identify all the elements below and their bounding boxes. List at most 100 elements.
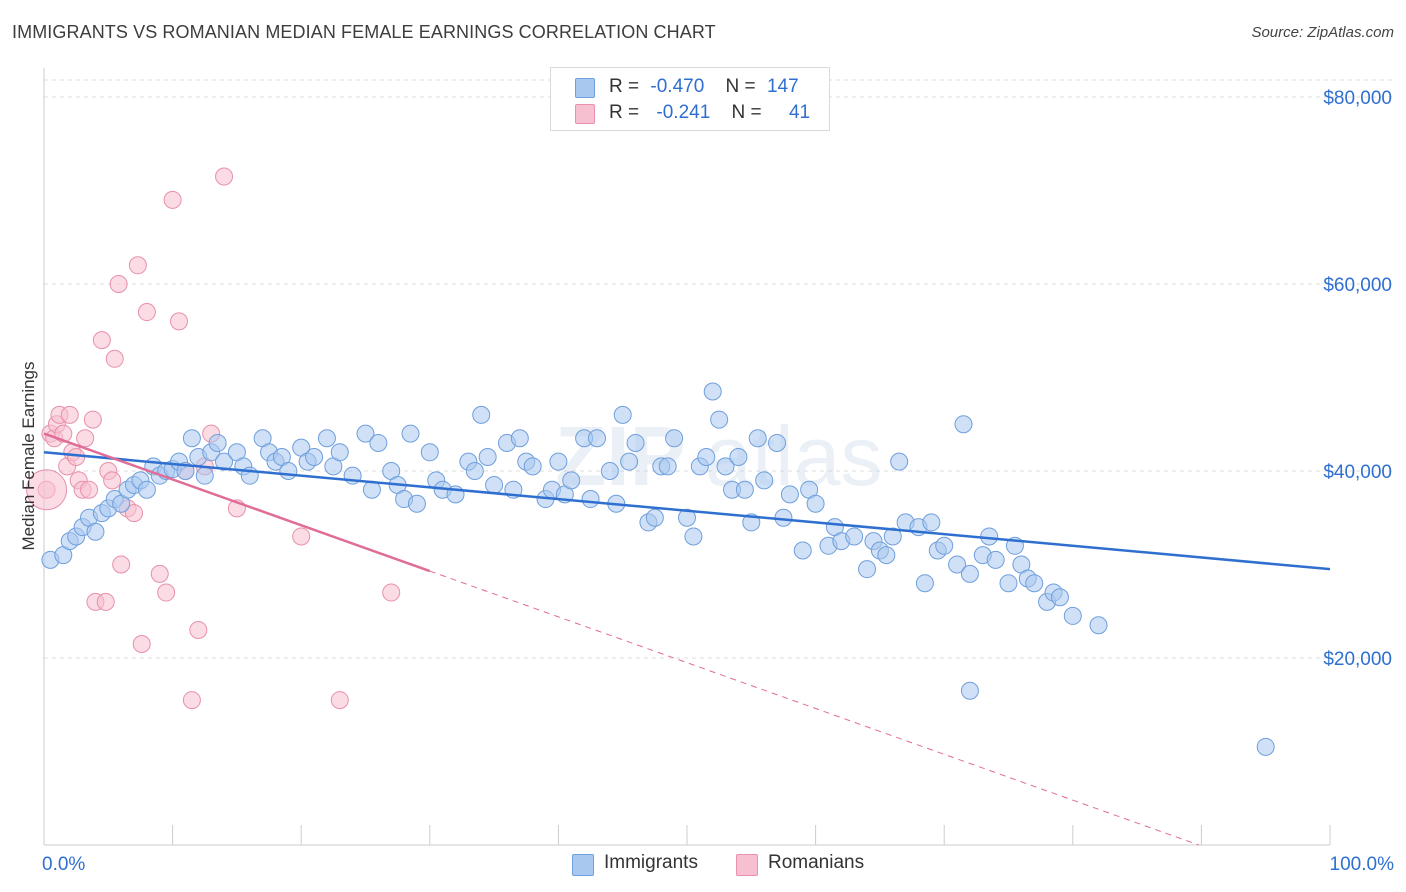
immigrants-point xyxy=(948,555,967,574)
immigrants-point xyxy=(665,429,684,448)
legend-text: R = -0.241 N = 41 xyxy=(609,102,810,124)
immigrants-point xyxy=(613,405,632,424)
romanians-point xyxy=(92,331,111,350)
immigrants-point xyxy=(330,443,349,462)
immigrants-point xyxy=(1089,616,1108,635)
romanians-point xyxy=(96,592,115,611)
romanians-point xyxy=(182,691,201,710)
immigrants-point xyxy=(1256,737,1275,756)
romanians-point xyxy=(150,564,169,583)
immigrants-point xyxy=(729,447,748,466)
immigrants-point xyxy=(697,447,716,466)
immigrants-point xyxy=(954,415,973,434)
immigrants-point xyxy=(305,447,324,466)
immigrants-point xyxy=(858,560,877,579)
romanians-point xyxy=(292,527,311,546)
immigrants-point xyxy=(658,457,677,476)
immigrants-point xyxy=(960,564,979,583)
romanians-point xyxy=(215,167,234,186)
trend-lines xyxy=(43,432,1331,846)
immigrants-point xyxy=(845,527,864,546)
n-label: N = xyxy=(731,102,762,123)
immigrants-point xyxy=(793,541,812,560)
n-value: 41 xyxy=(788,102,811,123)
romanians-point xyxy=(103,471,122,490)
immigrants-label: Immigrants xyxy=(604,852,698,873)
immigrants-point xyxy=(279,462,298,480)
n-label: N = xyxy=(725,76,756,97)
immigrants-point xyxy=(407,494,426,513)
immigrants-point xyxy=(684,527,703,546)
immigrants-point xyxy=(716,457,735,476)
immigrants-points xyxy=(41,382,1275,756)
romanians-point xyxy=(137,303,156,322)
immigrants-point xyxy=(922,513,941,532)
immigrants-point xyxy=(883,527,902,546)
y-tick-label: $80,000 xyxy=(1323,88,1392,109)
romanians-point xyxy=(128,256,147,275)
romanians-point xyxy=(112,555,131,574)
romanians-swatch xyxy=(736,854,758,876)
romanians-point xyxy=(157,583,176,602)
immigrants-point xyxy=(768,433,787,452)
immigrants-point xyxy=(960,681,979,700)
romanians-point xyxy=(125,504,144,523)
series-legend: Immigrants Romanians xyxy=(0,852,1406,878)
immigrants-point xyxy=(182,429,201,448)
immigrants-point xyxy=(703,382,722,401)
romanians-point xyxy=(163,190,182,209)
immigrants-point xyxy=(472,405,491,424)
immigrants-swatch xyxy=(575,78,595,98)
immigrants-point xyxy=(748,429,767,448)
immigrants-point xyxy=(581,490,600,509)
romanians-point xyxy=(189,620,208,639)
immigrants-point xyxy=(485,476,504,495)
chart-title: IMMIGRANTS VS ROMANIAN MEDIAN FEMALE EAR… xyxy=(12,22,716,42)
immigrants-point xyxy=(478,447,497,466)
romanians-point xyxy=(105,349,124,368)
romanians-label: Romanians xyxy=(768,852,865,873)
immigrants-point xyxy=(600,462,619,480)
romanians-point-large xyxy=(26,469,68,511)
romanians-point xyxy=(76,429,95,448)
immigrants-point xyxy=(678,508,696,527)
immigrants-point xyxy=(401,424,420,443)
immigrants-point xyxy=(780,485,799,504)
immigrants-point xyxy=(195,466,214,485)
romanians-point xyxy=(330,691,349,710)
axis-labels: $20,000 $40,000 $60,000 $80,000 0.0% 100.0% Me… xyxy=(19,88,1394,875)
romanians-point xyxy=(80,480,99,499)
y-tick-label: $20,000 xyxy=(1323,649,1392,670)
immigrants-point xyxy=(317,429,336,448)
immigrants-point xyxy=(735,480,754,499)
immigrants-point xyxy=(208,433,227,452)
immigrants-point xyxy=(215,452,234,471)
grid-lines xyxy=(44,79,1392,659)
y-tick-label: $40,000 xyxy=(1323,462,1392,483)
romanians-point xyxy=(83,410,102,429)
immigrants-point xyxy=(915,574,934,593)
immigrants-point xyxy=(986,550,1005,569)
immigrants-point xyxy=(587,429,606,448)
immigrants-point xyxy=(1025,574,1044,593)
romanians-point xyxy=(170,312,189,331)
r-label: R = xyxy=(609,76,640,97)
r-label: R = xyxy=(609,102,640,123)
immigrants-point xyxy=(999,574,1018,593)
immigrants-point xyxy=(465,462,484,480)
immigrants-point xyxy=(510,429,529,448)
immigrants-point xyxy=(420,443,439,462)
immigrants-point xyxy=(620,452,639,471)
immigrants-point xyxy=(935,536,954,555)
romanians-trend-extension xyxy=(429,570,1199,846)
immigrants-point xyxy=(755,471,774,490)
immigrants-point xyxy=(1063,606,1082,625)
r-value: -0.470 xyxy=(650,76,705,97)
y-axis-label: Median Female Earnings xyxy=(19,362,38,551)
immigrants-point xyxy=(86,522,105,541)
immigrants-point xyxy=(356,424,375,443)
source-label: Source: ZipAtlas.com xyxy=(1251,24,1394,41)
immigrants-point xyxy=(877,546,896,565)
immigrants-point xyxy=(806,494,825,513)
